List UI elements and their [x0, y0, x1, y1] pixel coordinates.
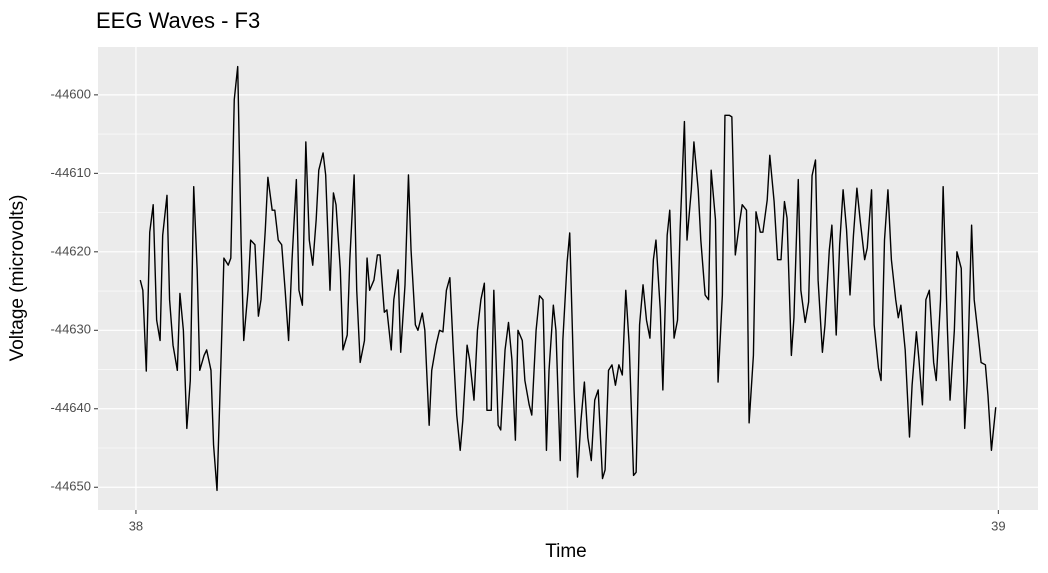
x-tick-label: 39 [991, 518, 1005, 533]
y-tick-label: -44600 [51, 86, 91, 101]
y-tick-label: -44610 [51, 165, 91, 180]
y-axis-label: Voltage (microvolts) [7, 195, 28, 362]
y-tick-label: -44650 [51, 479, 91, 494]
y-tick-label: -44630 [51, 322, 91, 337]
x-axis-label: Time [545, 541, 587, 562]
x-tick-label: 38 [129, 518, 143, 533]
y-tick-label: -44620 [51, 243, 91, 258]
y-tick-label: -44640 [51, 400, 91, 415]
panel-background [98, 47, 1038, 510]
eeg-line [139, 65, 997, 492]
chart-title: EEG Waves - F3 [96, 8, 260, 33]
